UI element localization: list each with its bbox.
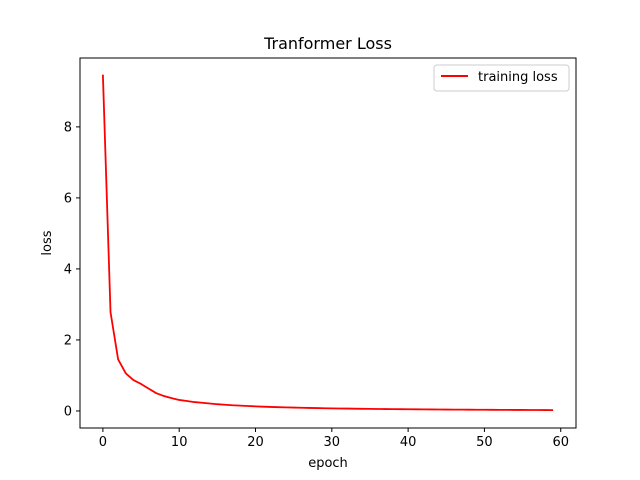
y-axis-label: loss [40, 230, 55, 255]
axes-frame [79, 57, 577, 429]
x-tick-label: 50 [476, 435, 493, 450]
series-layer [101, 74, 554, 411]
x-tick-label: 0 [99, 435, 107, 450]
x-tick-label: 10 [171, 435, 188, 450]
x-tick-label: 60 [552, 435, 569, 450]
chart-title: Tranformer Loss [263, 34, 392, 53]
x-tick-label: 20 [247, 435, 264, 450]
y-tick-label: 0 [64, 404, 72, 419]
plot-area [79, 57, 577, 429]
x-tick-label: 30 [324, 435, 341, 450]
legend-label-training-loss: training loss [478, 70, 558, 85]
legend: training loss [433, 64, 570, 92]
y-tick-label: 4 [64, 262, 72, 277]
legend-box [433, 64, 570, 92]
y-axis: 0 2 4 6 8 [64, 120, 80, 419]
y-tick-label: 8 [64, 120, 72, 135]
y-tick-label: 2 [64, 333, 72, 348]
y-tick-label: 6 [64, 191, 72, 206]
x-axis-label: epoch [308, 456, 348, 471]
series-line-training-loss [101, 74, 554, 411]
x-tick-label: 40 [400, 435, 417, 450]
x-axis: 0 10 20 30 40 50 60 [99, 428, 569, 450]
